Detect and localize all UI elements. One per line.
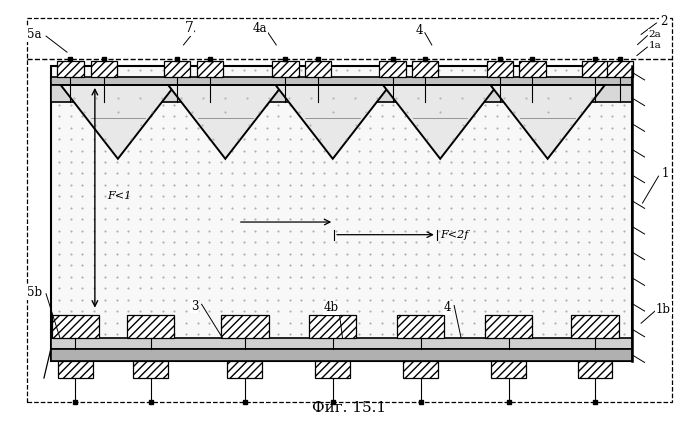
Text: 5a: 5a [27, 28, 41, 41]
Polygon shape [519, 60, 545, 77]
Polygon shape [61, 85, 175, 159]
Polygon shape [607, 60, 633, 77]
Polygon shape [164, 60, 190, 77]
Polygon shape [221, 315, 268, 338]
Polygon shape [577, 361, 612, 378]
Polygon shape [272, 60, 298, 77]
Polygon shape [383, 85, 498, 159]
Text: 4a: 4a [253, 22, 268, 36]
Text: 2: 2 [660, 15, 667, 28]
Polygon shape [403, 361, 438, 378]
Text: 1b: 1b [656, 303, 671, 316]
Polygon shape [305, 60, 331, 77]
Polygon shape [309, 315, 356, 338]
Polygon shape [487, 60, 514, 77]
Text: 4: 4 [443, 301, 451, 314]
Polygon shape [571, 315, 619, 338]
Text: 2a: 2a [649, 30, 661, 39]
Polygon shape [485, 315, 532, 338]
Polygon shape [51, 338, 632, 349]
Polygon shape [51, 66, 632, 361]
Text: 7: 7 [185, 21, 194, 35]
Polygon shape [315, 361, 350, 378]
Text: 3: 3 [191, 300, 199, 313]
Polygon shape [58, 361, 93, 378]
Text: Фиг. 15.1: Фиг. 15.1 [312, 401, 387, 415]
Text: 4: 4 [415, 24, 423, 37]
Polygon shape [380, 60, 406, 77]
Text: F<2f: F<2f [440, 230, 468, 240]
Text: 4b: 4b [324, 301, 339, 314]
Polygon shape [168, 85, 282, 159]
Polygon shape [51, 85, 632, 102]
Polygon shape [275, 85, 390, 159]
Polygon shape [491, 85, 605, 159]
Polygon shape [582, 60, 608, 77]
Text: F<1: F<1 [108, 191, 131, 201]
Text: 1a: 1a [649, 41, 661, 50]
Polygon shape [51, 349, 632, 361]
Text: 5b: 5b [27, 286, 42, 299]
Polygon shape [196, 60, 223, 77]
Polygon shape [227, 361, 262, 378]
Polygon shape [91, 60, 117, 77]
Polygon shape [51, 77, 632, 85]
Polygon shape [412, 60, 438, 77]
Text: 1: 1 [661, 167, 668, 180]
Polygon shape [397, 315, 445, 338]
Polygon shape [127, 315, 174, 338]
Polygon shape [52, 315, 99, 338]
Polygon shape [57, 60, 84, 77]
Polygon shape [134, 361, 168, 378]
Polygon shape [491, 361, 526, 378]
